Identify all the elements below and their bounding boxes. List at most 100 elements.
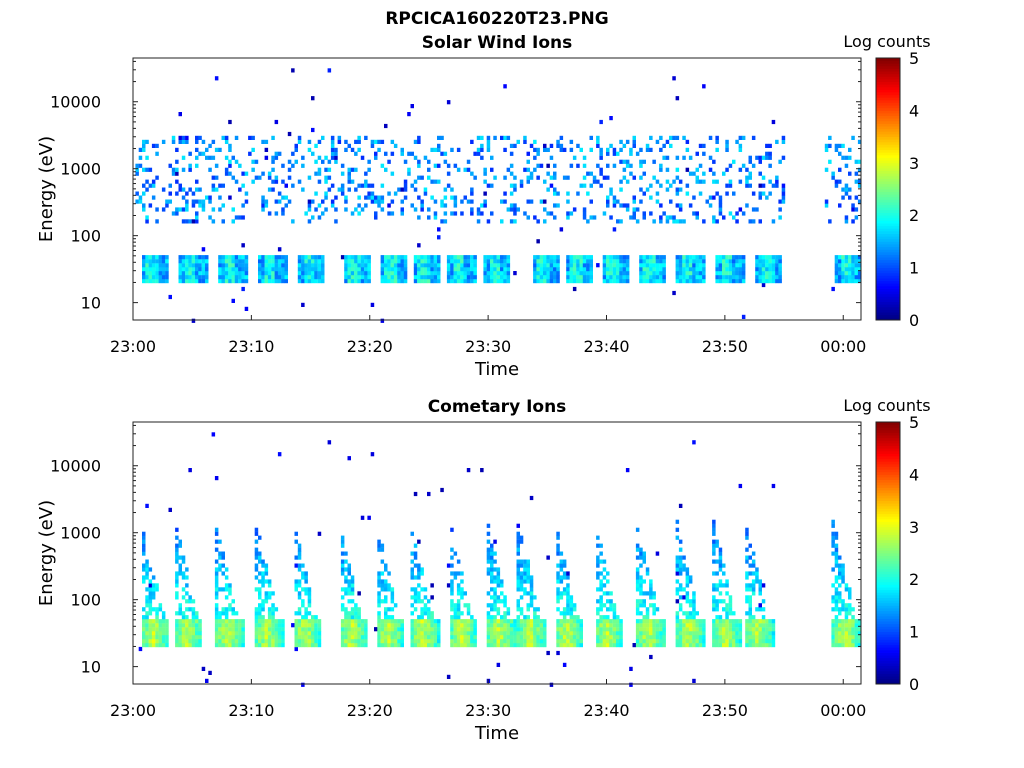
- heatmap-cell: [261, 279, 265, 284]
- heatmap-cell: [357, 643, 361, 648]
- heatmap-cell: [619, 279, 623, 284]
- heatmap-cell: [258, 259, 262, 264]
- heatmap-cell: [178, 623, 182, 628]
- heatmap-cell: [413, 599, 418, 604]
- heatmap-cell: [715, 627, 719, 632]
- heatmap-cell: [205, 195, 209, 200]
- heatmap-cell: [758, 191, 762, 196]
- heatmap-cell: [761, 639, 766, 644]
- heatmap-cell: [284, 259, 288, 264]
- heatmap-cell: [307, 199, 312, 204]
- heatmap-cell: [572, 643, 577, 648]
- heatmap-cell: [712, 159, 716, 164]
- heatmap-cell: [533, 615, 537, 620]
- heatmap-cell: [619, 187, 623, 192]
- heatmap-cell: [238, 271, 242, 276]
- heatmap-cell: [582, 267, 587, 272]
- heatmap-cell: [374, 139, 378, 144]
- heatmap-cell: [301, 623, 305, 628]
- heatmap-cell: [579, 619, 583, 624]
- heatmap-cell: [526, 151, 530, 156]
- heatmap-cell: [692, 279, 696, 284]
- heatmap-cell: [546, 171, 550, 176]
- heatmap-cell: [543, 207, 547, 212]
- heatmap-cell: [347, 175, 351, 180]
- heatmap-cell: [241, 267, 245, 272]
- heatmap-cell: [516, 531, 520, 536]
- heatmap-cell: [748, 543, 752, 548]
- heatmap-cell: [384, 619, 388, 624]
- heatmap-cell: [234, 643, 239, 648]
- heatmap-cell: [612, 615, 617, 620]
- heatmap-cell: [672, 179, 676, 184]
- heatmap-cell: [553, 275, 557, 280]
- heatmap-cell: [178, 639, 182, 644]
- heatmap-cell: [725, 139, 729, 144]
- heatmap-cell: [387, 631, 391, 636]
- x-tick-label: 23:20: [347, 701, 393, 720]
- heatmap-cell: [224, 595, 229, 600]
- heatmap-cell: [350, 179, 355, 184]
- heatmap-cell: [536, 631, 540, 636]
- heatmap-cell: [838, 643, 842, 648]
- colorbar-step: [876, 296, 900, 300]
- heatmap-cell: [387, 263, 391, 268]
- heatmap-cell: [258, 595, 262, 600]
- heatmap-cell: [539, 267, 544, 272]
- heatmap-cell: [741, 314, 746, 319]
- colorbar-step: [876, 233, 900, 237]
- heatmap-cell: [526, 571, 530, 576]
- heatmap-cell: [228, 623, 232, 628]
- heatmap-cell: [390, 627, 395, 632]
- heatmap-cell: [490, 575, 494, 580]
- heatmap-cell: [357, 635, 361, 640]
- heatmap-cell: [556, 635, 560, 640]
- colorbar-step: [876, 249, 900, 253]
- heatmap-cell: [549, 183, 554, 188]
- heatmap-cell: [834, 639, 839, 644]
- heatmap-cell: [715, 263, 719, 268]
- heatmap-cell: [526, 635, 530, 640]
- heatmap-cell: [678, 539, 683, 544]
- heatmap-cell: [367, 271, 371, 276]
- heatmap-cell: [596, 607, 600, 612]
- heatmap-cell: [244, 306, 249, 311]
- heatmap-cell: [602, 271, 607, 276]
- heatmap-cell: [748, 571, 752, 576]
- heatmap-cell: [466, 635, 471, 640]
- heatmap-cell: [384, 587, 388, 592]
- heatmap-cell: [678, 559, 683, 564]
- heatmap-cell: [221, 607, 225, 612]
- heatmap-cell: [692, 619, 696, 624]
- heatmap-cell: [297, 263, 302, 268]
- heatmap-cell: [718, 259, 723, 264]
- heatmap-cell: [228, 271, 232, 276]
- heatmap-cell: [311, 631, 315, 636]
- heatmap-cell: [307, 271, 312, 276]
- heatmap-cell: [486, 603, 491, 608]
- heatmap-cell: [685, 255, 690, 260]
- heatmap-cell: [198, 267, 202, 272]
- heatmap-cell: [576, 639, 580, 644]
- heatmap-cell: [142, 619, 146, 624]
- heatmap-cell: [330, 203, 335, 208]
- heatmap-cell: [380, 279, 385, 284]
- heatmap-cell: [543, 179, 547, 184]
- heatmap-cell: [470, 171, 474, 176]
- heatmap-cell: [148, 259, 153, 264]
- heatmap-cell: [244, 259, 249, 264]
- heatmap-cell: [344, 619, 348, 624]
- heatmap-cell: [195, 619, 199, 624]
- heatmap-cell: [384, 583, 388, 588]
- colorbar-step: [876, 259, 900, 263]
- heatmap-cell: [632, 139, 636, 144]
- heatmap-cell: [311, 267, 315, 272]
- heatmap-cell: [519, 607, 524, 612]
- heatmap-cell: [556, 599, 560, 604]
- heatmap-cell: [214, 611, 219, 616]
- heatmap-cell: [304, 643, 308, 648]
- heatmap-cell: [321, 211, 325, 216]
- heatmap-cell: [678, 207, 683, 212]
- heatmap-cell: [566, 215, 570, 220]
